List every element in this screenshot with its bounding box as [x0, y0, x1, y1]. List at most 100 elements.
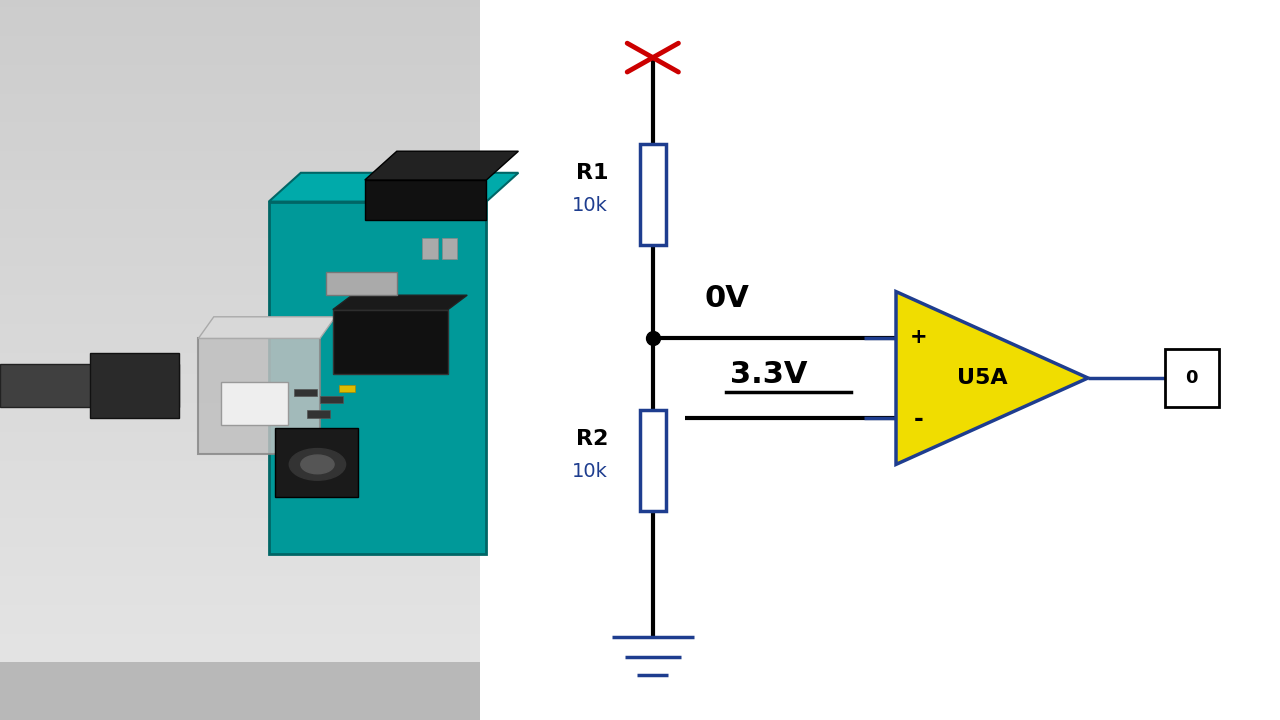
Bar	[0, 237, 480, 245]
Bar	[0, 201, 480, 209]
Bar	[0, 424, 480, 432]
Bar	[0, 208, 480, 216]
Bar	[0, 64, 480, 72]
Polygon shape	[896, 292, 1088, 464]
Bar	[0, 345, 480, 353]
Bar	[0, 460, 480, 468]
Bar	[0, 323, 480, 331]
Bar	[0, 122, 480, 130]
Bar	[294, 389, 317, 396]
Bar	[0, 28, 480, 36]
Bar	[221, 382, 288, 425]
Polygon shape	[269, 173, 518, 202]
Bar	[0, 280, 480, 288]
Bar	[0, 633, 480, 641]
Bar	[0, 194, 480, 202]
Bar	[0, 539, 480, 547]
Bar	[0, 402, 480, 410]
Text: 0: 0	[1185, 369, 1198, 387]
Bar	[0, 446, 480, 454]
Bar	[0, 604, 480, 612]
Bar	[0, 712, 480, 720]
Polygon shape	[198, 317, 335, 338]
Bar	[0, 388, 480, 396]
Bar	[0, 453, 480, 461]
Bar	[0, 431, 480, 439]
Bar	[0, 626, 480, 634]
Bar	[640, 410, 666, 511]
Bar	[0, 251, 480, 259]
Bar	[0, 611, 480, 619]
Bar	[0, 158, 480, 166]
Bar	[0, 230, 480, 238]
Bar	[0, 215, 480, 223]
Text: R1: R1	[576, 163, 608, 183]
Bar	[0, 114, 480, 122]
Bar	[365, 180, 486, 220]
Circle shape	[301, 455, 334, 474]
Bar	[339, 385, 355, 392]
Bar	[198, 338, 320, 454]
Bar	[0, 100, 480, 108]
Bar	[0, 417, 480, 425]
Bar	[333, 310, 448, 374]
Bar	[0, 143, 480, 151]
Text: R2: R2	[576, 429, 608, 449]
Bar	[0, 503, 480, 511]
Polygon shape	[333, 295, 467, 310]
Bar	[0, 546, 480, 554]
Bar	[0, 496, 480, 504]
Bar	[0, 222, 480, 230]
Bar	[0, 0, 480, 7]
Bar	[0, 6, 480, 14]
Bar	[0, 662, 480, 670]
Text: 3.3V: 3.3V	[730, 360, 808, 389]
Bar	[0, 258, 480, 266]
Bar	[0, 690, 480, 698]
Bar	[0, 525, 480, 533]
Polygon shape	[269, 202, 486, 554]
Bar	[442, 238, 457, 259]
Bar	[0, 366, 480, 374]
Bar	[0, 107, 480, 115]
Bar	[0, 21, 480, 29]
Bar	[0, 410, 480, 418]
Text: 10k: 10k	[572, 196, 608, 215]
Bar	[0, 482, 480, 490]
Bar	[0, 50, 480, 58]
Bar	[0, 683, 480, 691]
Bar	[0, 186, 480, 194]
Bar	[0, 150, 480, 158]
Bar	[0, 338, 480, 346]
Circle shape	[289, 449, 346, 480]
Bar	[90, 353, 179, 418]
Bar	[0, 669, 480, 677]
Text: 0V: 0V	[704, 284, 749, 313]
Text: U5A: U5A	[957, 368, 1007, 388]
Bar	[0, 136, 480, 144]
Bar	[0, 330, 480, 338]
Bar	[0, 57, 480, 65]
Bar	[0, 273, 480, 281]
Bar	[0, 78, 480, 86]
Bar	[0, 309, 480, 317]
Bar	[0, 561, 480, 569]
Bar	[0, 316, 480, 324]
Bar	[275, 428, 358, 497]
Bar	[0, 474, 480, 482]
Bar	[0, 568, 480, 576]
Bar	[0, 352, 480, 360]
Bar	[640, 144, 666, 245]
Bar	[0, 676, 480, 684]
Bar	[0, 438, 480, 446]
Text: 10k: 10k	[572, 462, 608, 481]
Bar	[0, 179, 480, 187]
Bar	[320, 396, 343, 403]
Text: +: +	[910, 327, 928, 346]
Bar	[0, 294, 480, 302]
Bar	[0, 172, 480, 180]
Bar	[0, 575, 480, 583]
Bar	[0, 597, 480, 605]
Bar	[0, 510, 480, 518]
Bar	[0, 554, 480, 562]
